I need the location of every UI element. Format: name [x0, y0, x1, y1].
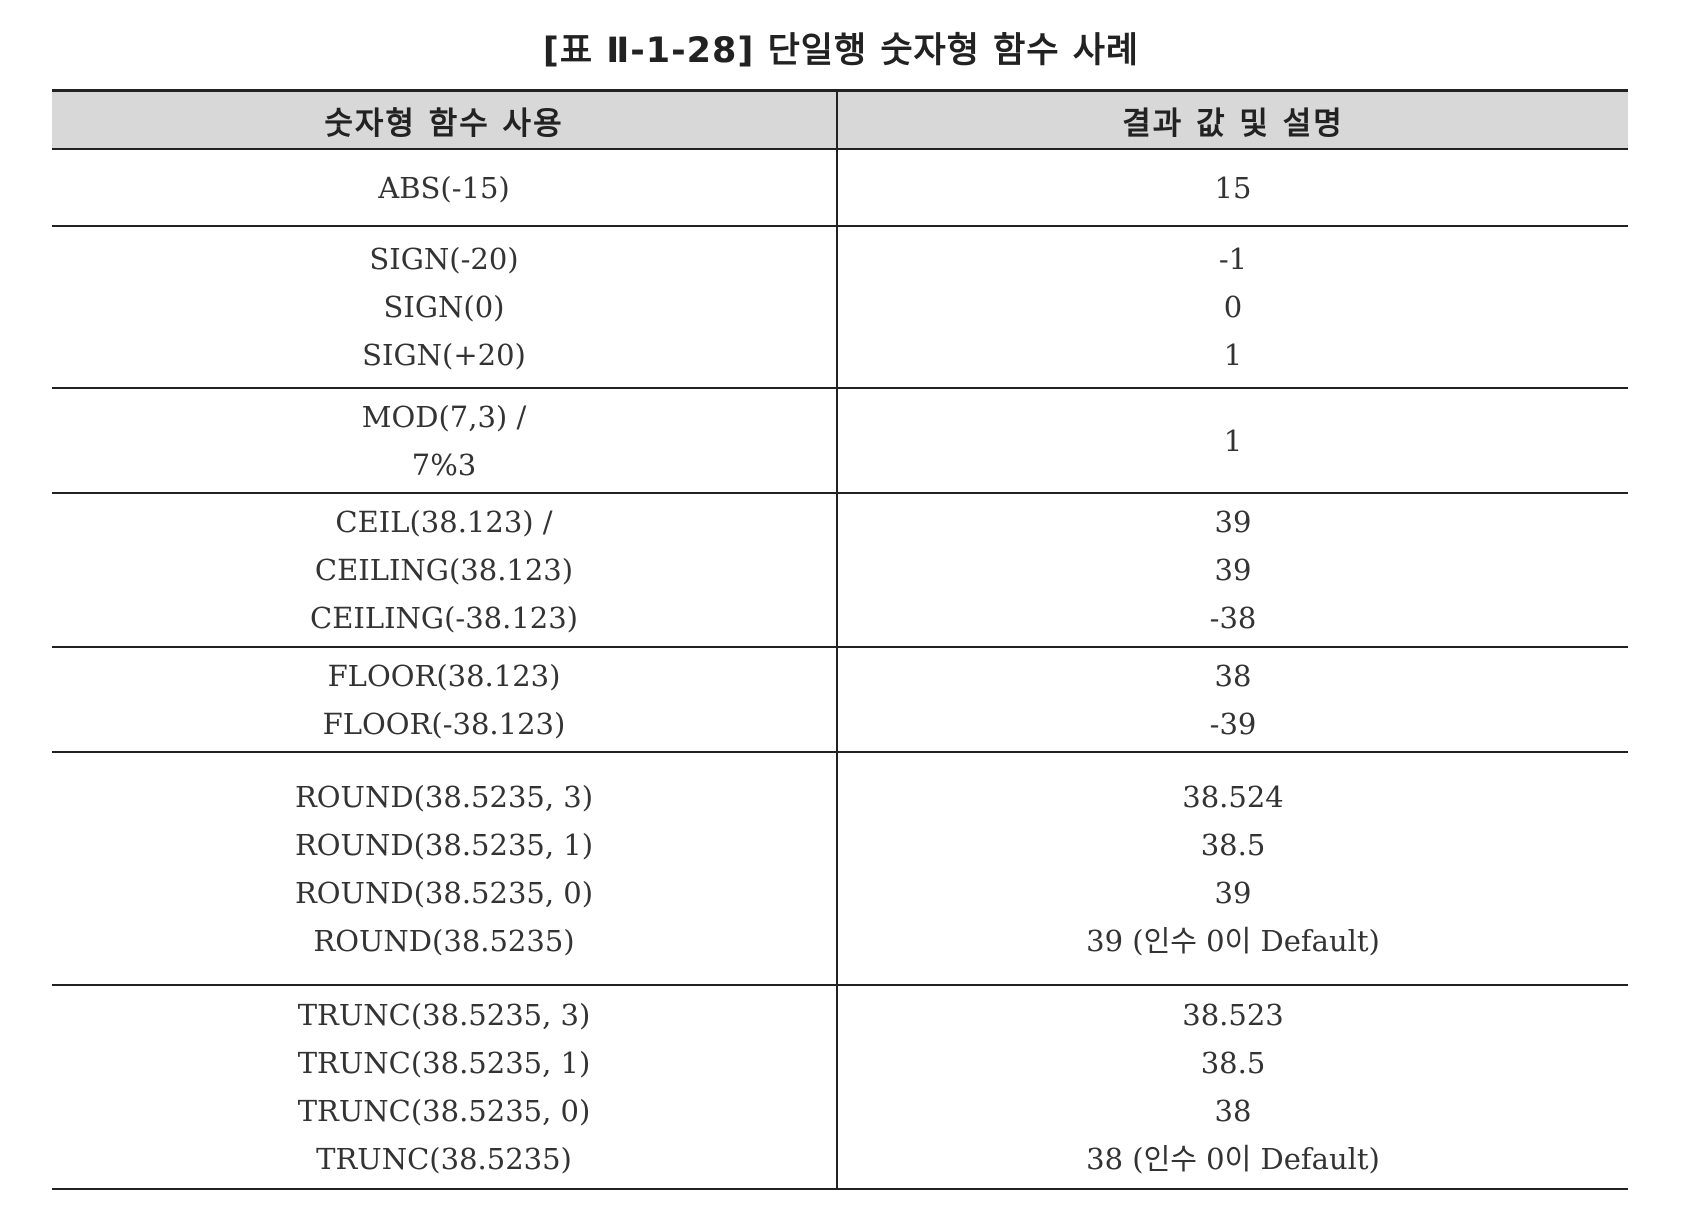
usage-line: ABS(-15): [378, 170, 510, 205]
usage-line: FLOOR(38.123): [327, 658, 561, 693]
result-line: 38: [1214, 658, 1252, 693]
result-line: 1: [1223, 338, 1243, 372]
usage-line: MOD(7,3) /: [361, 399, 527, 434]
usage-line: 7%3: [411, 447, 477, 482]
table-row: ABS(-15) 15: [52, 149, 1628, 227]
result-line: -39: [1209, 706, 1257, 741]
usage-cell: TRUNC(38.5235, 3) TRUNC(38.5235, 1) TRUN…: [52, 985, 838, 1190]
usage-cell: FLOOR(38.123) FLOOR(-38.123): [52, 647, 838, 753]
result-cell: -1 0 1: [837, 226, 1628, 389]
result-line: 38: [1214, 1094, 1252, 1128]
result-line: 38.523: [1182, 998, 1284, 1032]
result-line: 39: [1214, 875, 1252, 910]
usage-line: FLOOR(-38.123): [322, 706, 566, 741]
result-cell: 1: [837, 388, 1628, 494]
usage-line: CEIL(38.123) /: [335, 505, 553, 539]
usage-line: CEILING(-38.123): [310, 601, 578, 635]
result-line: -1: [1218, 242, 1248, 276]
usage-line: ROUND(38.5235, 3): [294, 779, 594, 814]
result-cell: 38.523 38.5 38 38 (인수 0이 Default): [837, 985, 1628, 1190]
usage-cell: CEIL(38.123) / CEILING(38.123) CEILING(-…: [52, 493, 838, 648]
usage-line: ROUND(38.5235, 1): [294, 827, 594, 862]
table-row: CEIL(38.123) / CEILING(38.123) CEILING(-…: [52, 493, 1628, 648]
result-cell: 38 -39: [837, 647, 1628, 753]
result-cell: 15: [837, 149, 1628, 227]
table-row: ROUND(38.5235, 3) ROUND(38.5235, 1) ROUN…: [52, 752, 1628, 986]
usage-cell: ROUND(38.5235, 3) ROUND(38.5235, 1) ROUN…: [52, 752, 838, 986]
result-line: 38 (인수 0이 Default): [1086, 1142, 1380, 1176]
result-line: 15: [1214, 170, 1252, 205]
result-line: 39 (인수 0이 Default): [1086, 923, 1380, 958]
usage-line: ROUND(38.5235, 0): [294, 875, 594, 910]
numeric-function-table: 숫자형 함수 사용 결과 값 및 설명 ABS(-15) 15 SIGN(-20…: [52, 89, 1628, 1190]
usage-line: TRUNC(38.5235, 3): [297, 998, 591, 1032]
result-line: 38.5: [1200, 1046, 1266, 1080]
table-row: FLOOR(38.123) FLOOR(-38.123) 38 -39: [52, 647, 1628, 753]
table-row: MOD(7,3) / 7%3 1: [52, 388, 1628, 494]
usage-line: TRUNC(38.5235): [316, 1142, 572, 1176]
header-usage: 숫자형 함수 사용: [52, 89, 838, 150]
table-row: SIGN(-20) SIGN(0) SIGN(+20) -1 0 1: [52, 226, 1628, 389]
usage-line: SIGN(0): [383, 290, 505, 324]
table-row: TRUNC(38.5235, 3) TRUNC(38.5235, 1) TRUN…: [52, 985, 1628, 1190]
usage-line: CEILING(38.123): [314, 553, 574, 587]
header-row: 숫자형 함수 사용 결과 값 및 설명: [52, 89, 1628, 150]
usage-cell: SIGN(-20) SIGN(0) SIGN(+20): [52, 226, 838, 389]
usage-line: TRUNC(38.5235, 0): [297, 1094, 591, 1128]
result-line: -38: [1209, 601, 1257, 635]
table-caption: [표 Ⅱ-1-28] 단일행 숫자형 함수 사례: [542, 31, 1140, 71]
usage-line: TRUNC(38.5235, 1): [297, 1046, 591, 1080]
result-cell: 39 39 -38: [837, 493, 1628, 648]
result-cell: 38.524 38.5 39 39 (인수 0이 Default): [837, 752, 1628, 986]
usage-line: SIGN(-20): [369, 242, 519, 276]
header-result: 결과 값 및 설명: [837, 89, 1628, 150]
usage-cell: ABS(-15): [52, 149, 838, 227]
usage-line: ROUND(38.5235): [313, 923, 575, 958]
result-line: 39: [1214, 553, 1252, 587]
result-line: 1: [1223, 423, 1243, 458]
result-line: 39: [1214, 505, 1252, 539]
result-line: 38.5: [1200, 827, 1266, 862]
result-line: 38.524: [1182, 779, 1284, 814]
result-line: 0: [1223, 290, 1243, 324]
usage-cell: MOD(7,3) / 7%3: [52, 388, 838, 494]
usage-line: SIGN(+20): [362, 338, 526, 372]
